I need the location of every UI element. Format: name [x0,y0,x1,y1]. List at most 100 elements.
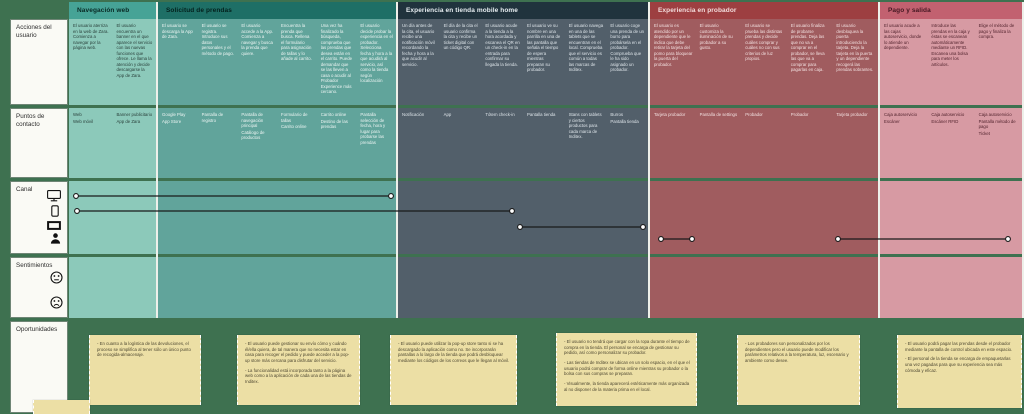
phase-section: Experiencia en tienda mobile home Un día … [398,2,648,318]
action-cell: Un día antes de la cita, el usuario reci… [402,23,435,67]
sticky-note-paragraph: - Visualmente, la tienda aparecerá estét… [564,381,690,392]
touchpoint-item: Escáner [884,118,900,124]
touchpoint-item: Ticket [978,130,990,136]
touchpoint-item: App [443,112,452,117]
touchpoint-item: Pantalla de registro [201,112,224,123]
person-icon [50,233,61,244]
action-cell: Encuentra la prenda que busca. Rellena e… [281,23,312,61]
touchpoint-item: Caja autoservicio [978,112,1012,117]
action-cell: Una vez ha finalizado la búsqueda, compr… [320,23,352,94]
action-cell: El día de la cita el usuario confirma la… [443,23,478,50]
row-label-touchpoints-text: Puntos de contacto [16,113,45,128]
touchpoint-cell: Probador [741,108,787,178]
touchpoint-item: Banner publicitario [116,112,153,117]
row-label-actions-text: Acciones del usuario [16,24,52,39]
sad-face-icon [50,296,63,309]
touchpoint-item: Escáner RFID [931,118,959,124]
touchpoint-item: Pantalla de navegación principal [241,112,264,128]
touchpoint-cell: App [440,108,482,178]
action-cell: El usuario se descarga la App de Zara. [162,23,193,39]
sticky-note-paragraph: - Las tiendas de Inditex se ubican en un… [564,360,690,377]
action-cell: Elige el método de pago y finaliza la co… [978,23,1015,39]
sticky-note: - El usuario puede gestionar su envío có… [237,335,360,405]
action-cell: El usuario coge una prenda de un burro p… [610,23,645,72]
action-cell: El usuario desbloquea la puerta introduc… [836,23,874,72]
action-cell: El usuario acude a la tienda a la hora a… [485,23,520,67]
actions-row-block: El usuario acude a las cajas autoservici… [880,19,1022,105]
touchpoint-cell: Probador [787,108,833,178]
touchpoint-item: Burros [610,112,624,117]
phase-section: Navegación web El usuario aterriza en la … [69,2,156,318]
action-cell: El usuario navega en una de las tablets … [568,23,604,72]
touchpoint-item: Tótem check-in [485,112,515,117]
row-label-channel: Canal [10,181,68,254]
action-cell: El usuario se prueba las distintas prend… [745,23,783,61]
sticky-note-partial [33,400,90,414]
touchpoint-item: Google Play [162,112,186,117]
actions-row-block: El usuario se descarga la App de Zara. El… [158,19,396,105]
row-label-touchpoints: Puntos de contacto [10,108,68,178]
touchpoint-item: Caja autoservicio [884,112,917,117]
action-cell: El usuario decide probar la experiencia … [360,23,393,83]
row-label-opportunities: Oportunidades [10,321,68,413]
actions-row-block: Un día antes de la cita, el usuario reci… [398,19,648,105]
feelings-row-block [880,257,1022,318]
touchpoint-cell: Carrito online Destino de las prendas [317,108,357,178]
touchpoint-item: App Store [162,118,182,124]
touchpoint-item: Carrito online [281,124,307,129]
touchpoint-item: Pantalla selección de fecha, hora y luga… [360,112,386,145]
row-label-actions: Acciones del usuario [10,19,68,105]
sticky-note: - El usuario no tendrá que cargar con la… [556,333,697,406]
touchpoint-item: App de Zara [116,118,141,124]
touchpoint-cell: Caja autoservicio Escáner [880,108,927,178]
phase-section: Solicitud de prendas El usuario se descar… [158,2,396,318]
screen-icon [47,221,61,230]
touchpoint-cell: Notificación [398,108,440,178]
action-cell: El usuario ve su nombre en una parrilla … [527,23,561,72]
actions-row-block: El usuario aterriza en la web de Zara. C… [69,19,156,105]
channel-row-block [880,181,1022,254]
touchpoint-item: Caja autoservicio [931,112,965,117]
action-cell: El usuario acude a las cajas autoservici… [884,23,922,50]
touchpoint-item: Catálogo de productos [241,129,265,141]
feelings-row-block [158,257,396,318]
touchpoint-item: Web [73,112,82,117]
touchpoint-cell: Banner publicitario App de Zara [113,108,157,178]
channel-row-block [69,181,156,254]
feelings-row-block [650,257,878,318]
touchpoint-item: Stans con tablets y ciertos productos pa… [568,112,602,139]
sticky-note: - El usuario podrá pagar las prendas des… [897,335,1022,408]
desktop-icon [47,190,61,202]
touchpoint-item: Probador [745,112,763,117]
touchpoint-cell: Stans con tablets y ciertos productos pa… [565,108,607,178]
channel-row-block [158,181,396,254]
touchpoints-row-block: Web Web móvil Banner publicitario App de Za… [69,108,156,178]
action-cell: Introduce las prendas en la caja y éstas… [931,23,970,67]
actions-row-block: El usuario es atendido por un dependient… [650,19,878,105]
sticky-note-paragraph: - El usuario no tendrá que cargar con la… [564,339,690,356]
row-label-opportunities-text: Oportunidades [16,326,58,333]
touchpoint-item: Web móvil [73,118,93,124]
touchpoints-row-block: Tarjeta probador Pantalla de settings Prob… [650,108,878,178]
touchpoint-cell: Caja autoservicio Escáner RFID [927,108,974,178]
feelings-row-block [398,257,648,318]
channel-row-block [650,181,878,254]
touchpoints-row-block: Notificación App Tótem check-in Pantalla ti… [398,108,648,178]
touchpoint-cell: Pantalla selección de fecha, hora y luga… [356,108,396,178]
action-cell: El usuario encuentra un banner en el que… [116,23,153,78]
touchpoints-row-block: Google Play App Store Pantalla de registro… [158,108,396,178]
action-cell: El usuario aterriza en la web de Zara. C… [73,23,109,50]
touchpoint-cell: Pantalla tienda [523,108,565,178]
section-divider [156,2,158,318]
touchpoint-cell: Caja autoservicio Pantalla método de pago… [975,108,1022,178]
row-label-feelings: Sentimientos [10,257,68,318]
touchpoint-cell: Tótem check-in [481,108,523,178]
sticky-note-paragraph: - El usuario puede utilizar la pop-up st… [398,341,510,364]
phone-icon [51,205,59,217]
row-label-feelings-text: Sentimientos [16,262,53,269]
touchpoint-cell: Burros Pantalla tienda [606,108,648,178]
phase-header: Experiencia en probador [650,2,878,19]
touchpoint-item: Pantalla tienda [527,112,556,117]
touchpoint-item: Destino de las prendas [320,118,348,130]
